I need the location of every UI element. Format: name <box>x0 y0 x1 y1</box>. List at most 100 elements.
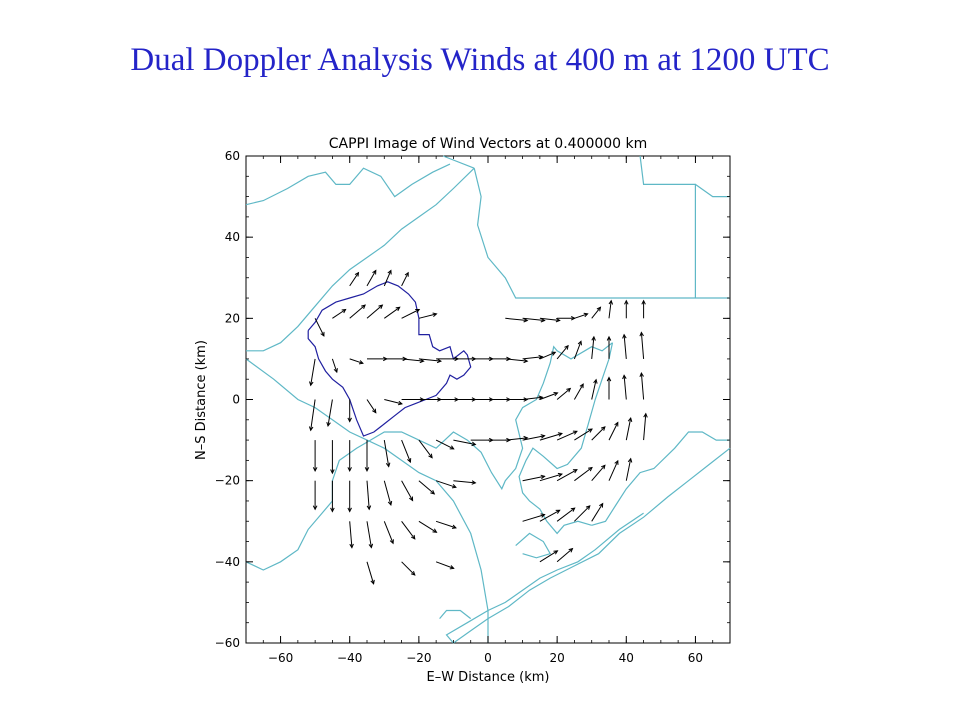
wind-vector <box>418 358 443 364</box>
wind-vector <box>557 316 576 321</box>
wind-vector <box>591 378 598 400</box>
slide-title: Dual Doppler Analysis Winds at 400 m at … <box>130 42 830 78</box>
wind-vector <box>401 480 414 502</box>
wind-vector <box>539 550 559 563</box>
y-tick-label: 20 <box>225 311 240 325</box>
wind-vector <box>539 509 561 522</box>
x-tick-label: −20 <box>406 651 431 665</box>
wind-vector <box>331 358 338 374</box>
y-axis-label: N–S Distance (km) <box>194 340 209 460</box>
wind-vector <box>453 439 477 447</box>
coastline-1 <box>473 168 730 299</box>
wind-vector <box>643 412 648 441</box>
wind-vector <box>539 392 559 400</box>
wind-vector <box>401 309 421 319</box>
wind-vector <box>332 308 347 319</box>
wind-vector <box>326 399 333 427</box>
coastline-2 <box>442 155 475 169</box>
coastline-13 <box>439 609 472 620</box>
wind-vector <box>435 520 457 529</box>
wind-vector <box>574 428 593 441</box>
x-tick-label: −60 <box>268 651 293 665</box>
wind-vector <box>608 299 614 319</box>
wind-vector <box>347 440 352 473</box>
wind-vector <box>312 440 318 472</box>
wind-vector <box>401 271 409 287</box>
coastline-8 <box>418 342 613 491</box>
chart-title: CAPPI Image of Wind Vectors at 0.400000 … <box>329 136 648 152</box>
x-tick-label: −40 <box>337 651 362 665</box>
wind-vector <box>522 513 546 522</box>
wind-vector <box>347 480 352 513</box>
wind-vector <box>622 374 627 400</box>
wind-vector <box>366 561 375 585</box>
wind-vector <box>608 459 619 481</box>
wind-vector <box>366 480 372 511</box>
wind-vector <box>418 312 438 319</box>
wind-vector <box>556 469 578 482</box>
wind-vector <box>556 507 576 522</box>
wind-vector <box>401 439 412 464</box>
coastline-4 <box>639 155 697 298</box>
wind-vector <box>573 383 584 400</box>
x-tick-label: 40 <box>619 651 634 665</box>
coastline-11 <box>453 447 731 644</box>
wind-vector <box>606 376 612 400</box>
wind-vector <box>401 561 416 576</box>
wind-vector <box>435 480 457 489</box>
wind-vector <box>639 371 645 400</box>
wind-vector <box>418 480 436 495</box>
y-tick-label: −60 <box>215 636 240 650</box>
y-tick-label: −40 <box>215 555 240 569</box>
wind-vector <box>522 474 546 482</box>
wind-vector <box>625 457 633 481</box>
coastline-3 <box>246 167 475 352</box>
wind-vector <box>364 440 370 473</box>
wind-vector <box>591 306 602 319</box>
wind-vector <box>366 304 384 319</box>
wind-vector <box>383 269 392 287</box>
wind-vector <box>366 399 377 414</box>
wind-vector <box>349 521 354 549</box>
wind-vector <box>383 440 391 468</box>
x-tick-label: 60 <box>688 651 703 665</box>
wind-vector <box>308 399 316 432</box>
wind-vector <box>349 304 366 319</box>
wind-vector-layer <box>308 269 648 585</box>
wind-vector <box>418 439 433 459</box>
wind-vector <box>505 358 529 364</box>
coastline-9 <box>518 342 614 535</box>
wind-vector <box>435 439 455 450</box>
coastline-0 <box>245 163 451 206</box>
wind-vector <box>312 480 318 511</box>
wind-vector <box>622 333 627 359</box>
wind-vector <box>347 399 352 423</box>
coastline-6 <box>245 358 489 643</box>
x-tick-label: 20 <box>550 651 565 665</box>
wind-vector <box>539 432 563 441</box>
wind-vector <box>349 358 364 365</box>
y-tick-label: 0 <box>232 393 240 407</box>
coastline-14 <box>515 532 552 559</box>
wind-vector <box>573 340 582 360</box>
wind-vector <box>574 466 593 482</box>
coastline-10 <box>591 431 730 526</box>
wind-vector <box>641 299 646 319</box>
wind-vector <box>591 502 604 522</box>
wind-vector <box>366 269 377 287</box>
wind-vector <box>384 399 403 406</box>
wind-vector <box>367 356 388 362</box>
wind-vector <box>453 480 477 485</box>
wind-vector <box>383 480 393 506</box>
wind-vector <box>522 317 546 323</box>
wind-vector <box>314 318 325 337</box>
wind-vector <box>435 561 455 570</box>
coastline-layer <box>245 155 731 644</box>
wind-vector <box>330 480 335 513</box>
y-tick-label: 60 <box>225 149 240 163</box>
y-tick-label: −20 <box>215 474 240 488</box>
wind-vector <box>384 306 401 319</box>
wind-vector <box>639 331 645 359</box>
wind-vector <box>366 521 374 549</box>
